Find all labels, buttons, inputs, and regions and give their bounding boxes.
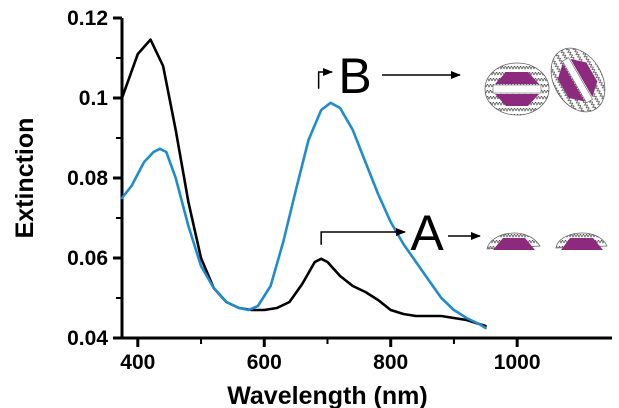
series-line-black xyxy=(120,38,487,328)
x-tick-label: 400 xyxy=(120,351,155,374)
y-tick-label: 0.04 xyxy=(67,327,108,350)
y-tick-label: 0.1 xyxy=(79,87,109,110)
annotation-a-leader-arrow xyxy=(320,228,406,245)
y-tick-label: 0.08 xyxy=(67,167,108,190)
annotation-a-label: A xyxy=(410,205,444,261)
y-axis-title: Extinction xyxy=(11,118,39,239)
annotation-b-label: B xyxy=(338,48,371,104)
x-tick-label: 600 xyxy=(247,351,282,374)
x-tick-label: 1000 xyxy=(494,351,541,374)
annotations xyxy=(317,68,481,245)
series-line-blue xyxy=(120,101,487,330)
y-tick-label: 0.12 xyxy=(67,7,108,30)
y-tick-label: 0.06 xyxy=(67,247,108,270)
ticks: 0.04 0.06 0.08 0.1 0.12 400 600 800 1000 xyxy=(67,7,540,374)
annotation-b-leader-arrow xyxy=(317,68,333,89)
nanoparticle-monomer-illustration xyxy=(486,232,541,250)
x-tick-label: 800 xyxy=(373,351,408,374)
nanoparticle-dimer-illustration xyxy=(484,62,550,116)
nanoparticle-monomer-illustration xyxy=(555,232,608,250)
series-lines xyxy=(120,38,487,330)
x-axis-title: Wavelength (nm) xyxy=(227,382,427,408)
nanoparticle-dimer-illustration xyxy=(550,47,606,113)
